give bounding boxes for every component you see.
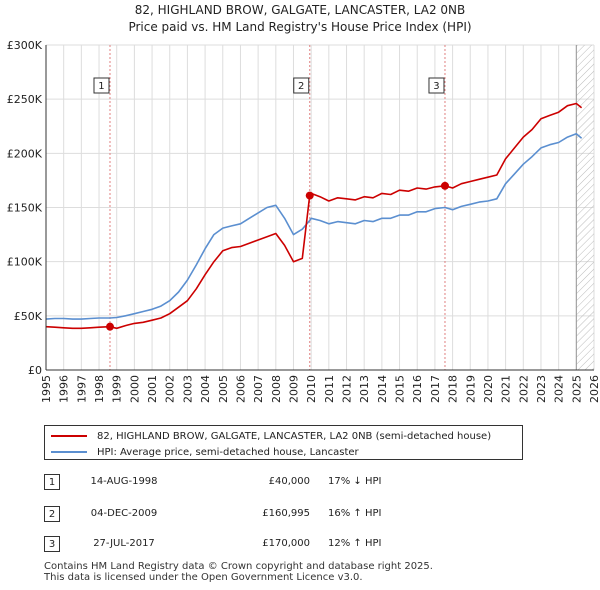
y-tick-label: £250K: [7, 93, 43, 106]
x-tick-label: 2024: [553, 375, 566, 403]
sale-hpi-diff: 16% ↑ HPI: [328, 508, 382, 519]
legend-item-hpi: HPI: Average price, semi-detached house,…: [51, 444, 359, 460]
sale-hpi-diff: 12% ↑ HPI: [328, 538, 382, 549]
x-tick-label: 2008: [270, 375, 283, 403]
future-hatch: [576, 45, 594, 370]
legend-label-hpi: HPI: Average price, semi-detached house,…: [97, 446, 359, 458]
x-tick-label: 1998: [93, 375, 106, 403]
x-tick-label: 2005: [217, 375, 230, 403]
x-tick-label: 2006: [234, 375, 247, 403]
x-tick-label: 1996: [58, 375, 71, 403]
x-tick-label: 1999: [111, 375, 124, 403]
y-tick-label: £300K: [7, 39, 43, 52]
grid-layer: [45, 44, 595, 371]
sale-number-badge: 1: [44, 474, 60, 490]
sale-row: 2 04-DEC-2009 £160,995 16% ↑ HPI: [44, 506, 464, 524]
y-tick-label: £200K: [7, 147, 43, 160]
x-tick-label: 2004: [199, 375, 212, 403]
sale-row: 1 14-AUG-1998 £40,000 17% ↓ HPI: [44, 474, 464, 492]
sale-point: [440, 181, 449, 190]
price-chart: 1 2 3 £0 £50K £100K £150K £200K £250K £300K 1995 1…: [7, 39, 600, 403]
x-tick-label: 2019: [464, 375, 477, 403]
footer: Contains HM Land Registry data © Crown c…: [44, 561, 433, 583]
legend-swatch-blue: [51, 451, 87, 453]
x-tick-label: 2018: [447, 375, 460, 403]
sale-vertical-lines: 1 2 3: [93, 45, 446, 370]
sale-number-badge: 2: [44, 506, 60, 522]
x-tick-label: 2012: [341, 375, 354, 403]
x-tick-label: 2023: [535, 375, 548, 403]
axes: £0 £50K £100K £150K £200K £250K £300K 1995 1996 1…: [7, 39, 600, 403]
sale-label-number: 2: [298, 81, 304, 92]
x-tick-label: 2021: [500, 375, 513, 403]
x-tick-label: 2009: [287, 375, 300, 403]
series-line-hpi: [45, 133, 583, 320]
x-tick-label: 2026: [588, 375, 600, 403]
series-line-property: [45, 102, 583, 330]
sale-date: 27-JUL-2017: [93, 538, 155, 549]
x-tick-label: 2011: [323, 375, 336, 403]
x-tick-label: 2025: [570, 375, 583, 403]
chart-title-line1: 82, HIGHLAND BROW, GALGATE, LANCASTER, L…: [134, 3, 466, 17]
x-tick-label: 2016: [411, 375, 424, 403]
x-tick-label: 2020: [482, 375, 495, 403]
sale-date: 04-DEC-2009: [90, 508, 158, 519]
footer-copyright: Contains HM Land Registry data © Crown c…: [44, 561, 433, 572]
x-tick-label: 1995: [40, 375, 53, 403]
chart-title-line2: Price paid vs. HM Land Registry's House …: [128, 20, 472, 34]
sale-number-badge: 3: [44, 536, 60, 552]
sale-label-box: [428, 77, 445, 94]
x-tick-label: 2014: [376, 375, 389, 403]
sale-price: £160,995: [262, 508, 310, 519]
sale-label-box: [293, 77, 310, 94]
future-hatch-layer: [575, 45, 594, 370]
series-layer: [45, 102, 583, 330]
y-tick-label: £100K: [7, 256, 43, 269]
legend-swatch-red: [51, 435, 87, 437]
x-tick-label: 1997: [75, 375, 88, 403]
sale-price: £40,000: [268, 476, 310, 487]
legend-item-property: 82, HIGHLAND BROW, GALGATE, LANCASTER, L…: [51, 428, 491, 444]
x-tick-label: 2022: [517, 375, 530, 403]
legend: 82, HIGHLAND BROW, GALGATE, LANCASTER, L…: [44, 425, 523, 460]
sale-price: £170,000: [262, 538, 310, 549]
footer-licence: This data is licensed under the Open Gov…: [44, 572, 363, 583]
x-tick-label: 2000: [128, 375, 141, 403]
sale-date: 14-AUG-1998: [90, 476, 158, 487]
sale-row: 3 27-JUL-2017 £170,000 12% ↑ HPI: [44, 536, 464, 554]
x-tick-label: 2007: [252, 375, 265, 403]
sale-label-number: 3: [433, 81, 439, 92]
x-tick-label: 2010: [305, 375, 318, 403]
x-tick-label: 2015: [394, 375, 407, 403]
sale-point: [305, 191, 314, 200]
x-tick-label: 2013: [358, 375, 371, 403]
sale-markers: [105, 181, 449, 331]
sale-label-box: [93, 77, 110, 94]
y-tick-label: £150K: [7, 202, 43, 215]
sale-point: [105, 322, 114, 331]
x-tick-label: 2003: [181, 375, 194, 403]
y-tick-label: £0: [28, 364, 42, 377]
legend-label-property: 82, HIGHLAND BROW, GALGATE, LANCASTER, L…: [97, 430, 492, 442]
sale-hpi-diff: 17% ↓ HPI: [328, 476, 382, 487]
x-tick-label: 2001: [146, 375, 159, 403]
x-tick-label: 2017: [429, 375, 442, 403]
sale-label-number: 1: [98, 81, 104, 92]
y-tick-label: £50K: [14, 310, 43, 323]
x-tick-label: 2002: [164, 375, 177, 403]
